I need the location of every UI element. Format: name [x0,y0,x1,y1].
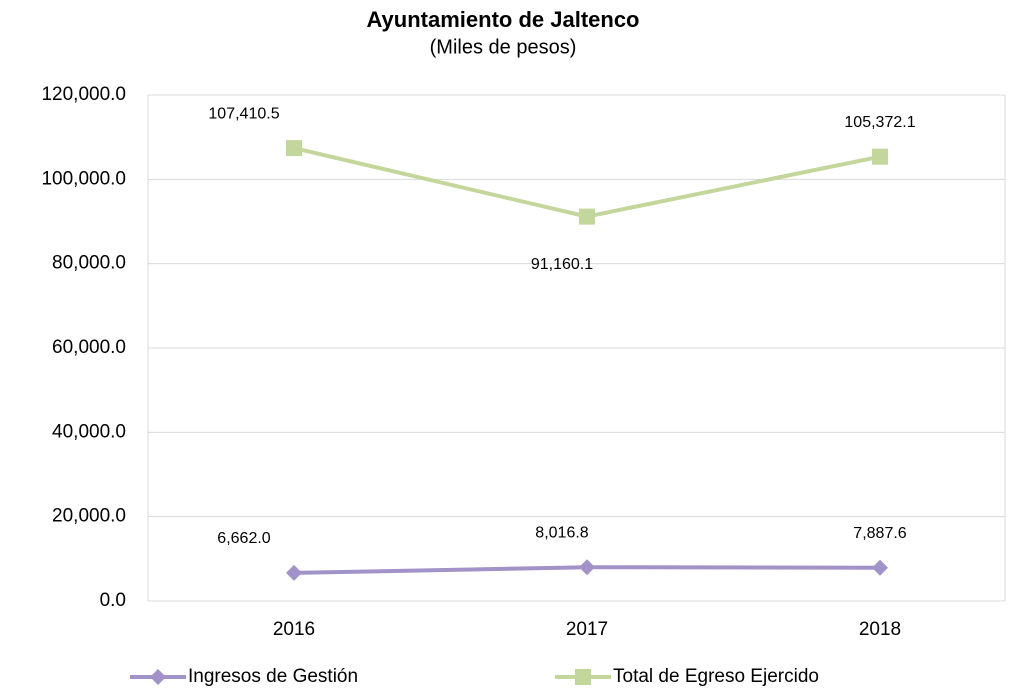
y-tick-label: 80,000.0 [52,253,126,274]
chart-title: Ayuntamiento de Jaltenco [366,7,639,32]
y-tick-label: 120,000.0 [41,84,126,105]
y-tick-label: 20,000.0 [52,506,126,527]
legend-label: Ingresos de Gestión [188,666,358,687]
chart-subtitle: (Miles de pesos) [430,36,577,58]
y-tick-label: 100,000.0 [41,168,126,189]
data-label: 6,662.0 [217,530,270,547]
y-tick-label: 0.0 [100,590,126,611]
point [872,148,888,165]
point [872,559,888,576]
data-label: 8,016.8 [535,524,588,541]
legend-marker [575,669,591,685]
point [579,208,595,225]
data-label: 91,160.1 [531,256,593,273]
x-tick-label: 2017 [566,619,608,640]
data-label: 107,410.5 [208,105,279,122]
legend-marker [150,669,166,685]
legend-label: Total de Egreso Ejercido [613,666,819,687]
y-tick-label: 60,000.0 [52,337,126,358]
point [579,559,595,576]
data-label: 7,887.6 [853,525,906,542]
line [293,146,881,219]
data-label: 105,372.1 [844,114,915,131]
y-tick-label: 40,000.0 [52,421,126,442]
x-tick-label: 2016 [273,619,315,640]
x-tick-label: 2018 [859,619,901,640]
point [286,140,302,157]
point [286,564,302,581]
